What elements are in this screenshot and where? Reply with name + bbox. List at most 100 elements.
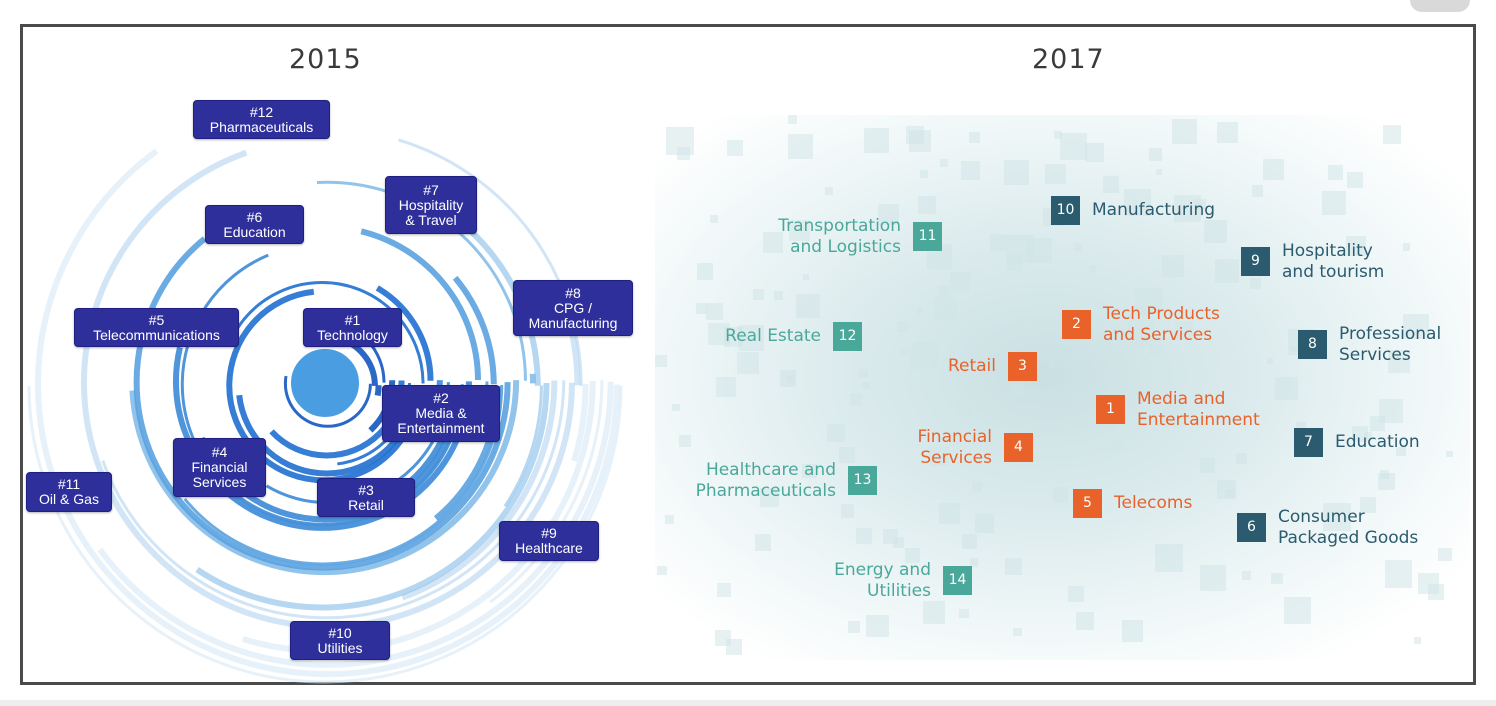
pixel xyxy=(1217,480,1236,499)
industry-label: Entertainment xyxy=(397,420,485,436)
industry-label: Telecoms xyxy=(1114,493,1193,513)
title-2017: 2017 xyxy=(1032,44,1105,75)
rank-badge: 5 xyxy=(1073,489,1102,518)
swirl-ring xyxy=(126,180,527,581)
pixel xyxy=(862,382,870,390)
pixel xyxy=(1013,627,1022,637)
pixel xyxy=(753,288,765,301)
industry-item-2017: 13 Healthcare and Pharmaceuticals xyxy=(684,460,877,502)
industry-label: Manufacturing xyxy=(1092,200,1216,220)
industry-box-2015: #12 Pharmaceuticals xyxy=(193,100,330,139)
pixel xyxy=(678,434,692,448)
pixel xyxy=(878,204,899,226)
industry-box-2015: #11 Oil & Gas xyxy=(26,472,112,512)
pixel xyxy=(1370,416,1386,432)
swirl-ring xyxy=(264,326,382,444)
rank-badge: 3 xyxy=(1008,352,1037,381)
pixel xyxy=(1148,148,1162,162)
pixel xyxy=(1155,544,1183,572)
pixel xyxy=(1162,404,1185,428)
industry-label: Education xyxy=(223,223,286,240)
industry-label: Media and Entertainment xyxy=(1137,388,1260,430)
industry-item-2017: 2 Tech Products and Services xyxy=(1062,304,1232,346)
pixel xyxy=(1346,171,1363,188)
industry-box-2015: #9 Healthcare xyxy=(499,521,599,561)
industry-label: CPG / xyxy=(553,299,593,316)
pixel xyxy=(933,297,957,321)
pixel xyxy=(727,140,743,157)
swirl-ring xyxy=(111,171,541,601)
rank: #6 xyxy=(246,208,263,225)
swirl-ring xyxy=(168,224,481,537)
swirl-ring xyxy=(197,254,458,515)
swirl-ring xyxy=(119,175,536,592)
pixel xyxy=(855,528,872,545)
rank-badge: 4 xyxy=(1004,433,1033,462)
swirl-ring xyxy=(129,185,520,576)
industry-label: Consumer Packaged Goods xyxy=(1278,506,1419,548)
industry-label: Hospitality xyxy=(398,196,464,213)
pixel xyxy=(969,558,979,567)
pixel xyxy=(773,291,783,301)
pixel xyxy=(1284,596,1312,625)
pixel xyxy=(1262,158,1285,181)
pixel xyxy=(960,160,981,181)
rank: #2 xyxy=(433,390,449,406)
pixel xyxy=(978,387,990,399)
rank: #4 xyxy=(211,444,228,460)
pixel xyxy=(1199,457,1215,473)
pixel xyxy=(695,302,708,315)
pixel xyxy=(893,537,905,549)
pixel xyxy=(1295,421,1306,432)
pixel xyxy=(1360,497,1377,513)
swirl-core xyxy=(287,345,363,421)
industry-box-2015: #2 Media & Entertainment xyxy=(382,385,500,442)
pixel xyxy=(939,158,948,167)
pixel xyxy=(1446,450,1453,457)
pixel xyxy=(655,355,668,368)
pixel xyxy=(1026,237,1053,264)
pixel xyxy=(897,321,909,333)
industry-box-2015: #6 Education xyxy=(205,205,304,244)
industry-label: Financial xyxy=(191,459,248,475)
swirl-ring xyxy=(133,193,511,571)
pixel xyxy=(1008,405,1026,423)
rank: #1 xyxy=(344,311,361,328)
swirl-ring xyxy=(283,339,372,428)
industry-label: Transportation and Logistics xyxy=(778,215,901,257)
pixel xyxy=(788,134,813,159)
industry-box-2015: #3 Retail xyxy=(317,478,415,517)
pixel xyxy=(1060,133,1088,161)
pixel xyxy=(1003,159,1029,185)
pixel xyxy=(826,423,846,443)
industry-item-2017: 8 Professional Services xyxy=(1298,324,1453,366)
pixel xyxy=(1088,265,1096,272)
industry-label: Manufacturing xyxy=(528,314,618,331)
rank: #11 xyxy=(57,476,81,492)
pixel xyxy=(1005,557,1023,575)
pixel xyxy=(1121,619,1144,642)
pixel xyxy=(946,430,953,437)
pixel xyxy=(802,463,817,479)
pixel xyxy=(848,621,860,633)
pixel xyxy=(1067,586,1084,603)
industry-box-2015: #8 CPG / Manufacturing xyxy=(513,280,633,336)
pixel xyxy=(1438,547,1452,562)
swirl-ring xyxy=(47,102,604,659)
pixel xyxy=(1345,235,1367,257)
pixel xyxy=(1321,190,1347,216)
pixel xyxy=(763,232,784,253)
rank-badge: 7 xyxy=(1294,428,1323,457)
pixel xyxy=(901,347,910,356)
pixel xyxy=(1054,130,1063,139)
rank: #5 xyxy=(148,311,165,328)
pixel xyxy=(916,307,924,314)
pixel xyxy=(788,219,810,241)
pixel xyxy=(956,400,973,417)
swirl-ring xyxy=(258,319,386,447)
industry-item-2017: 6 Consumer Packaged Goods xyxy=(1237,507,1430,549)
pixel xyxy=(759,487,779,507)
pixel xyxy=(1053,487,1069,503)
scroll-top-button[interactable] xyxy=(1410,0,1470,12)
pixel xyxy=(657,565,668,576)
